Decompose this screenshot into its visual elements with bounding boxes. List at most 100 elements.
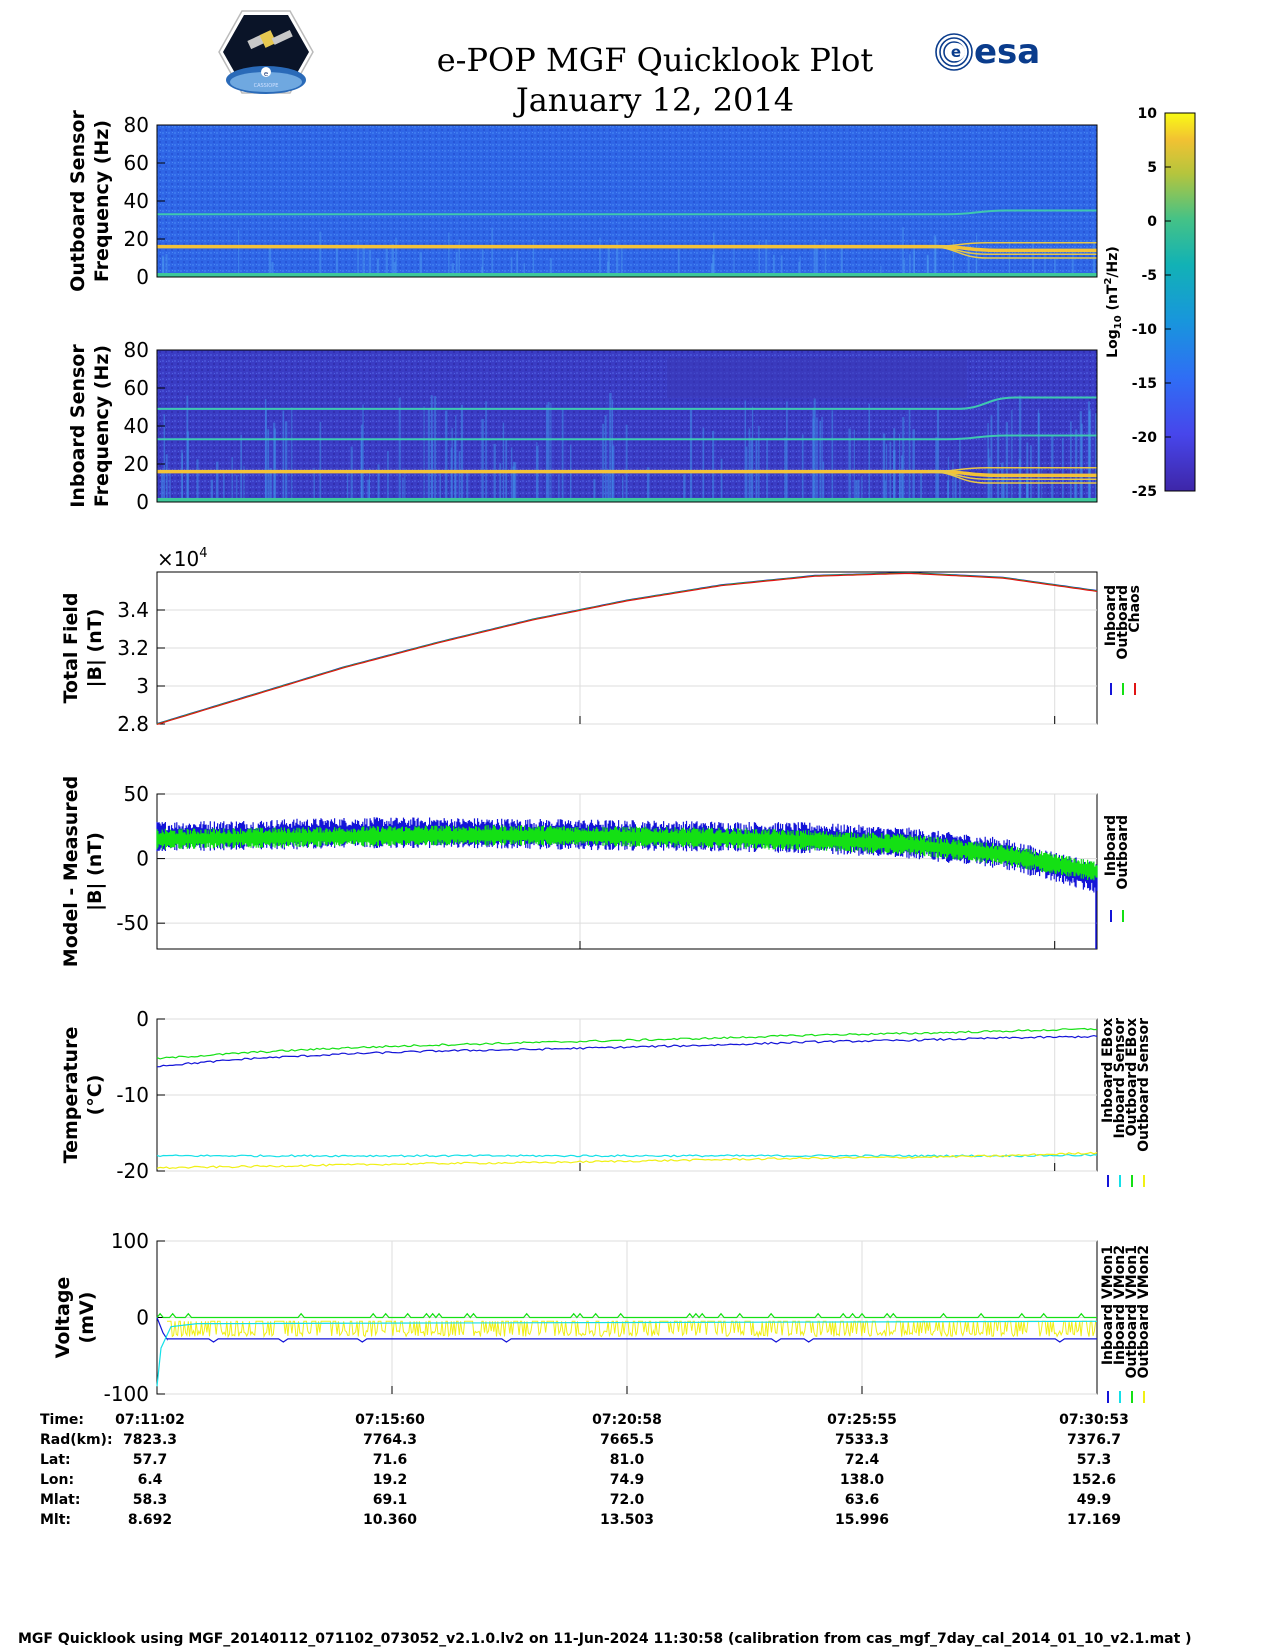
- orbit-table-cell: 7533.3: [835, 1432, 889, 1448]
- outboard-spectrogram-ylabel: Outboard Sensor Frequency (Hz): [67, 110, 113, 292]
- spectrogram-streak: [485, 401, 487, 502]
- outboard-spectrogram-ytick: 40: [124, 189, 149, 213]
- orbit-table-cell: 17.169: [1067, 1512, 1121, 1528]
- spectrogram-streak: [430, 395, 433, 502]
- spectrogram-streak: [210, 479, 213, 502]
- spectrogram-streak: [362, 248, 365, 277]
- total-field-exponent: ×104: [157, 546, 208, 571]
- voltage-legend-label: Inboard VMon1: [1100, 1245, 1116, 1365]
- outboard-spectrogram-ytick: 20: [124, 227, 149, 251]
- spectrogram-streak: [427, 407, 430, 502]
- spectrogram-streak: [677, 249, 680, 277]
- spectrogram-streak: [223, 469, 225, 502]
- spectrogram-streak: [282, 410, 285, 502]
- orbit-table-row-label: Mlt:: [40, 1512, 71, 1528]
- temperature-panel: 0 -10 -20 Temperature (°C) Inboard EBoxInboar…: [60, 1007, 1152, 1187]
- spectrogram-streak: [946, 480, 949, 502]
- spectrogram-streak: [536, 446, 539, 502]
- spectrogram-streak: [162, 256, 165, 277]
- colorbar-tick-label: 0: [1147, 214, 1157, 230]
- spectrogram-streak: [458, 451, 461, 502]
- inboard-spectrogram-ytick: 0: [136, 490, 149, 514]
- spectrogram-streak: [434, 396, 437, 502]
- spectrogram-streak: [1011, 410, 1013, 502]
- spectrogram-streak: [799, 256, 801, 277]
- spectrogram-streak: [952, 238, 954, 277]
- inboard-spectrogram-ylabel: Inboard Sensor Frequency (Hz): [67, 344, 113, 508]
- temperature-legend-label: Outboard Sensor: [1136, 1018, 1152, 1152]
- spectrogram-streak: [646, 467, 650, 502]
- spectrogram-streak: [313, 467, 315, 502]
- orbit-table-cell: 13.503: [600, 1512, 654, 1528]
- spectrogram-streak: [385, 248, 388, 277]
- spectrogram-streak: [1018, 459, 1021, 502]
- voltage-legend-label: Inboard VMon2: [1112, 1245, 1128, 1365]
- spectrogram-streak: [460, 404, 463, 502]
- spectrogram-streak: [481, 249, 484, 277]
- spectrogram-streak: [284, 421, 288, 502]
- series-line-outboard-ebox: [156, 1027, 1098, 1060]
- spectrogram-streak: [908, 408, 911, 502]
- spectrogram-split-line: [927, 245, 1097, 259]
- outboard-spectrogram-ytick: 0: [136, 265, 149, 289]
- spectrogram-streak: [368, 249, 372, 277]
- spectrogram-streak: [458, 239, 461, 277]
- colorbar-tick-label: -20: [1132, 430, 1158, 446]
- spectrogram-streak: [748, 428, 751, 502]
- orbit-table-cell: 07:25:55: [827, 1412, 897, 1428]
- series-line-inboard-vmon2: [156, 1320, 1098, 1387]
- voltage-ylabel: Voltage (mV): [52, 1277, 98, 1359]
- temperature-legend-label: Inboard Sensor: [1112, 1018, 1128, 1139]
- spectrogram-streak: [920, 472, 923, 502]
- spectrogram-streak: [240, 434, 243, 502]
- spectrogram-streak: [780, 255, 783, 277]
- spectrogram-streak: [912, 429, 915, 502]
- spectrogram-streak: [967, 244, 970, 277]
- spectrogram-streak: [451, 263, 455, 277]
- spectrogram-streak: [1071, 248, 1074, 277]
- orbit-table-cell: 69.1: [373, 1492, 408, 1508]
- spectrogram-streak: [853, 429, 855, 502]
- spectrogram-streak: [893, 450, 896, 502]
- spectrogram-streak: [423, 405, 425, 502]
- orbit-table: Time: 07:11:02 07:15:60 07:20:58 07:25:55 07:…: [40, 1412, 1129, 1528]
- spectrogram-streak: [499, 463, 502, 502]
- spectrogram-streak: [550, 403, 552, 502]
- spectrogram-streak: [712, 254, 715, 277]
- spectrogram-streak: [861, 476, 863, 502]
- spectrogram-streak: [1044, 249, 1046, 277]
- orbit-table-row-label: Lon:: [40, 1472, 74, 1488]
- orbit-table-cell: 63.6: [845, 1492, 880, 1508]
- spectrogram-streak: [604, 415, 607, 502]
- svg-text:e: e: [951, 43, 961, 61]
- spectrogram-streak: [1026, 477, 1029, 502]
- model-minus-measured-frame: [156, 793, 1098, 950]
- model-minus-measured-ytick: 50: [124, 782, 149, 806]
- spectrogram-streak: [1074, 479, 1076, 502]
- spectrogram-streak: [161, 472, 164, 502]
- svg-text:e: e: [264, 70, 268, 78]
- spectrogram-streak: [376, 258, 379, 277]
- spectrogram-streak: [269, 468, 272, 502]
- spectrogram-streak: [975, 250, 978, 277]
- model-measured-legend-label: Outboard: [1115, 815, 1131, 890]
- spectrogram-streak: [798, 261, 801, 277]
- model-measured-panel: 50 0 -50 Model - Measured |B| (nT) InboardOut…: [60, 776, 1131, 967]
- spectrogram-streak: [558, 475, 560, 502]
- spectrogram-streak: [1041, 467, 1043, 502]
- spectrogram-streak: [744, 400, 746, 502]
- spectrogram-streak: [350, 446, 353, 502]
- spectrogram-streak: [812, 408, 815, 502]
- spectrogram-streak: [954, 472, 957, 502]
- chart-title-line1: e-POP MGF Quicklook Plot: [436, 41, 874, 79]
- series-line-inboard-ebox: [156, 1034, 1098, 1068]
- spectrogram-streak: [868, 403, 871, 502]
- spectrogram-streak: [902, 227, 904, 277]
- spectrogram-streak: [455, 251, 458, 277]
- orbit-table-cell: 19.2: [373, 1472, 408, 1488]
- spectrogram-streak: [395, 237, 397, 277]
- spectrogram-streak: [1005, 422, 1009, 502]
- spectrogram-streak: [599, 237, 601, 277]
- spectrogram-streak: [824, 238, 827, 277]
